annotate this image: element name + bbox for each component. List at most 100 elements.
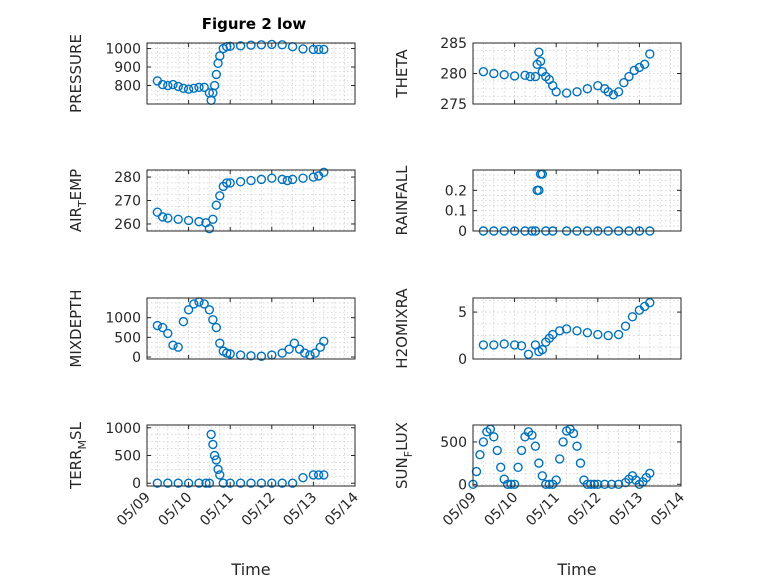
data-point-theta-23 <box>619 77 629 88</box>
data-point-mixdepth-7 <box>189 299 199 309</box>
data-point-terr_msl-18 <box>267 478 277 488</box>
data-point-theta-2 <box>499 70 509 80</box>
panel-terr_msl: 0 500 1000 05/09 05/10 05/11 05/12 05/13 05/14 Ti… <box>67 421 362 579</box>
data-point-h2omixra-23 <box>645 297 655 308</box>
y-tick-label: 500 <box>114 330 141 346</box>
data-point-theta-25 <box>629 65 639 76</box>
data-point-terr_msl-9 <box>209 450 220 461</box>
x-axis-label: Time <box>556 560 596 579</box>
data-point-theta-24 <box>624 71 634 82</box>
data-point-sun_flux-17 <box>527 430 537 440</box>
data-point-h2omixra-16 <box>593 329 603 340</box>
x-tick-label: 05/12 <box>239 490 279 530</box>
data-point-h2omixra-8 <box>537 344 548 355</box>
data-point-h2omixra-20 <box>627 312 638 322</box>
data-point-air_temp-19 <box>282 175 293 186</box>
data-point-theta-26 <box>634 62 645 73</box>
data-point-mixdepth-10 <box>204 305 215 315</box>
axes-frame <box>472 297 682 360</box>
data-point-sun_flux-10 <box>502 479 513 490</box>
data-point-sun_flux-31 <box>575 458 586 468</box>
data-point-pressure-13 <box>209 80 220 91</box>
data-point-theta-21 <box>608 90 619 100</box>
panel-theta: 275 280 285 THETA <box>393 36 682 113</box>
x-tick-label: 05/13 <box>606 490 646 530</box>
data-point-sun_flux-14 <box>516 445 527 456</box>
data-point-terr_msl-22 <box>308 470 319 480</box>
axes-frame <box>472 42 682 105</box>
data-point-air_temp-3 <box>173 214 183 224</box>
axes-frame <box>146 42 356 105</box>
data-point-sun_flux-34 <box>586 479 596 490</box>
data-point-mixdepth-9 <box>199 299 209 309</box>
panel-sun_flux: 0 500 05/09 05/10 05/11 05/12 05/13 05/14 Time SU… <box>393 422 688 579</box>
data-point-pressure-1 <box>157 79 168 90</box>
axes-frame <box>472 424 682 487</box>
data-point-mixdepth-15 <box>222 348 232 358</box>
data-point-pressure-28 <box>313 44 324 55</box>
y-tick-label: 500 <box>114 449 141 465</box>
y-tick-label: 0 <box>458 352 467 368</box>
data-point-sun_flux-1 <box>471 466 482 477</box>
y-tick-label: 275 <box>440 97 467 113</box>
data-point-sun_flux-29 <box>568 428 579 439</box>
data-point-terr_msl-12 <box>215 470 225 480</box>
y-tick-label: 0 <box>458 224 467 240</box>
data-point-terr_msl-24 <box>319 470 329 480</box>
data-point-pressure-19 <box>225 41 235 52</box>
data-point-sun_flux-19 <box>534 458 544 468</box>
data-point-mixdepth-18 <box>246 351 256 361</box>
data-point-pressure-23 <box>267 39 277 50</box>
y-tick-label: 800 <box>114 79 141 95</box>
data-point-h2omixra-5 <box>523 349 534 360</box>
data-point-h2omixra-17 <box>603 330 613 341</box>
data-point-sun_flux-22 <box>544 479 554 490</box>
y-tick-label: 270 <box>114 194 141 210</box>
data-point-mixdepth-29 <box>319 336 329 346</box>
data-point-pressure-20 <box>235 41 246 51</box>
data-point-theta-22 <box>613 87 624 97</box>
x-tick-label: 05/13 <box>280 490 320 530</box>
y-tick-label: 500 <box>440 435 467 451</box>
axes-frame <box>146 424 356 487</box>
data-point-theta-1 <box>489 68 499 79</box>
y-tick-label: 1000 <box>105 42 141 58</box>
data-point-h2omixra-19 <box>620 321 631 331</box>
x-tick-label: 05/12 <box>565 490 605 530</box>
panel-h2omixra: 0 5 H2OMIXRA <box>393 288 682 369</box>
axes-frame <box>146 169 356 232</box>
data-point-terr_msl-4 <box>194 478 204 488</box>
x-tick-label: 05/14 <box>648 489 688 529</box>
data-point-mixdepth-6 <box>183 305 194 315</box>
data-point-sun_flux-35 <box>589 479 600 490</box>
data-point-terr_msl-10 <box>211 455 222 465</box>
data-point-sun_flux-39 <box>613 479 624 490</box>
data-point-terr_msl-2 <box>173 478 183 488</box>
data-point-mixdepth-23 <box>289 338 300 348</box>
data-point-h2omixra-11 <box>548 329 558 340</box>
data-point-air_temp-2 <box>163 213 173 223</box>
data-point-air_temp-20 <box>287 174 298 185</box>
data-point-pressure-21 <box>246 40 256 50</box>
y-tick-label: 260 <box>114 217 141 233</box>
data-point-sun_flux-18 <box>530 441 541 451</box>
data-point-terr_msl-16 <box>246 478 256 488</box>
y-tick-label: 1000 <box>105 421 141 437</box>
data-point-air_temp-1 <box>157 212 168 222</box>
data-point-pressure-3 <box>168 79 178 90</box>
y-axis-label: PRESSURE <box>67 34 85 113</box>
x-tick-label: 05/10 <box>482 490 522 530</box>
data-point-sun_flux-6 <box>489 432 499 442</box>
data-point-terr_msl-13 <box>218 478 228 488</box>
data-point-terr_msl-6 <box>204 478 215 488</box>
data-point-theta-14 <box>551 87 561 97</box>
data-point-air_temp-18 <box>277 174 287 185</box>
axes-frame <box>472 169 682 232</box>
data-point-rainfall-8 <box>534 185 544 196</box>
y-axis-label: AIRTEMP <box>67 169 89 232</box>
data-point-sun_flux-2 <box>475 449 485 460</box>
y-tick-label: 280 <box>114 170 141 186</box>
data-point-pressure-8 <box>194 82 204 93</box>
data-point-theta-4 <box>520 70 530 81</box>
